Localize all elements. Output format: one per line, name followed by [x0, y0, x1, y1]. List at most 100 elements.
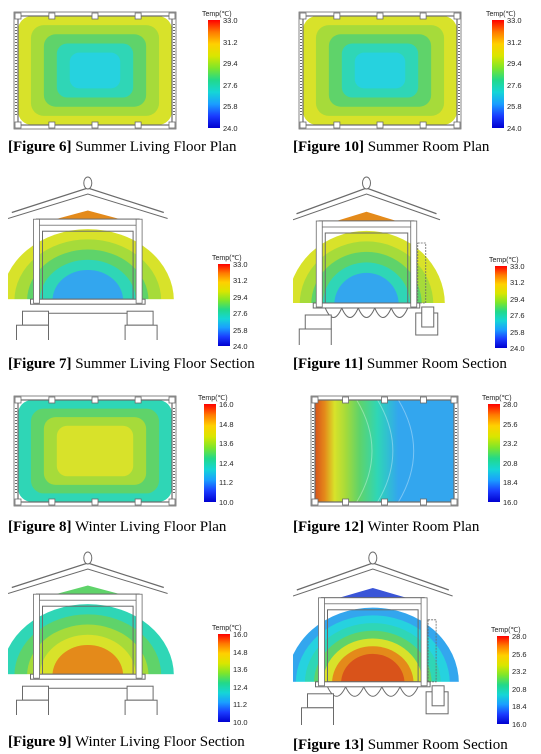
- figure-number: [Figure 7]: [8, 356, 72, 372]
- figure-number: [Figure 6]: [8, 139, 72, 155]
- colorbar-gradient: [218, 634, 230, 722]
- colorbar-tick: 24.0: [233, 342, 248, 351]
- post-marker: [48, 12, 56, 20]
- roof-ornament: [83, 551, 93, 565]
- roof-ornament: [362, 176, 371, 190]
- floor-plan-map: [295, 8, 465, 133]
- ondol-flue: [327, 686, 347, 697]
- post-marker: [91, 121, 99, 129]
- thermal-drawing: [13, 395, 177, 507]
- post-marker: [453, 12, 461, 20]
- foundation-stone: [126, 310, 154, 326]
- colorbar: Temp(℃) 28.0 25.6 23.2 20.8 18.4 16.0: [482, 394, 528, 512]
- foundation-stone: [126, 685, 154, 701]
- colorbar-tick: 31.2: [507, 37, 522, 47]
- thermal-drawing: [293, 551, 483, 725]
- post-marker: [134, 396, 142, 404]
- figure-number: [Figure 9]: [8, 734, 72, 750]
- figure-caption: [Figure 13] Summer Room Section: [293, 737, 508, 754]
- foundation-stone: [16, 324, 49, 340]
- floor-plan-map: [10, 8, 180, 133]
- contour-band: [354, 52, 406, 89]
- colorbar-gradient: [495, 266, 507, 348]
- ondol-flue: [341, 307, 359, 318]
- colorbar-gradient: [208, 20, 220, 128]
- colorbar-gradient: [497, 636, 509, 724]
- figure-title: Summer Room Section: [367, 737, 508, 753]
- colorbar-tick: 24.0: [510, 344, 525, 353]
- colorbar-tick: 18.4: [512, 702, 527, 712]
- colorbar-tick: 25.6: [512, 649, 527, 659]
- colorbar-tick: 12.4: [233, 682, 248, 692]
- figure-title: Winter Living Floor Plan: [74, 519, 227, 535]
- colorbar: Temp(℃) 33.0 31.2 29.4 27.6 25.8 24.0: [489, 256, 535, 358]
- colorbar: Temp(℃) 33.0 31.2 29.4 27.6 25.8 24.0: [486, 10, 532, 138]
- colorbar-title: Temp(℃): [482, 395, 512, 402]
- figure-caption: [Figure 11] Summer Room Section: [293, 356, 507, 373]
- post-marker: [342, 498, 349, 506]
- thermal-drawing: [298, 11, 462, 130]
- post-marker: [168, 12, 176, 20]
- post-marker: [14, 121, 22, 129]
- colorbar-tick: 29.4: [510, 294, 525, 304]
- colorbar-tick: 10.0: [219, 498, 234, 507]
- floor-plan-map: [10, 392, 180, 510]
- colorbar-tick: 25.8: [233, 325, 248, 335]
- colorbar-tick: 20.8: [512, 684, 527, 694]
- figure-number: [Figure 11]: [293, 356, 364, 372]
- section-map: [8, 170, 198, 340]
- post-marker: [333, 121, 341, 129]
- ondol-flue: [390, 307, 409, 318]
- foundation-stone: [304, 314, 332, 330]
- colorbar-tick: 27.6: [510, 311, 525, 321]
- post: [318, 597, 325, 687]
- colorbar-tick: 23.2: [512, 667, 527, 677]
- post-marker: [134, 498, 142, 506]
- thermal-drawing: [293, 176, 468, 345]
- colorbar-tick: 29.4: [223, 59, 238, 69]
- floor-plan-map: [307, 392, 462, 510]
- colorbar-tick: 25.6: [503, 419, 518, 429]
- figure-title: Summer Living Floor Plan: [75, 139, 237, 155]
- post: [135, 593, 143, 679]
- figure-caption: [Figure 8] Winter Living Floor Plan: [8, 519, 226, 536]
- colorbar-tick: 27.6: [233, 309, 248, 319]
- colorbar-tick: 20.8: [503, 458, 518, 468]
- colorbar-tick: 14.8: [233, 647, 248, 657]
- colorbar-tick: 33.0: [510, 262, 525, 271]
- figure-number: [Figure 10]: [293, 139, 364, 155]
- figure-title: Summer Room Section: [366, 356, 507, 372]
- post: [135, 218, 143, 304]
- figure-title: Summer Living Floor Section: [75, 356, 255, 372]
- colorbar-tick: 28.0: [512, 632, 527, 641]
- post-marker: [168, 396, 176, 404]
- post-marker: [91, 498, 99, 506]
- colorbar-tick: 16.0: [503, 498, 518, 507]
- colorbar-tick: 29.4: [507, 59, 522, 69]
- post-marker: [168, 121, 176, 129]
- roof-ornament: [83, 176, 93, 190]
- section-map: [293, 170, 468, 345]
- post-marker: [14, 12, 22, 20]
- post-marker: [48, 396, 56, 404]
- foundation-stone: [22, 685, 49, 701]
- figure-title: Winter Room Plan: [367, 519, 480, 535]
- figure-caption: [Figure 12] Winter Room Plan: [293, 519, 479, 536]
- colorbar: Temp(℃) 16.0 14.8 13.6 12.4 11.2 10.0: [198, 394, 244, 512]
- post: [410, 220, 418, 308]
- thermal-drawing: [310, 395, 459, 507]
- post-marker: [376, 12, 384, 20]
- post: [315, 220, 323, 308]
- colorbar-tick: 27.6: [223, 80, 238, 90]
- colorbar-tick: 29.4: [233, 292, 248, 302]
- colorbar-tick: 31.2: [510, 278, 525, 288]
- colorbar-tick: 27.6: [507, 80, 522, 90]
- colorbar: Temp(℃) 33.0 31.2 29.4 27.6 25.8 24.0: [202, 10, 248, 138]
- post-marker: [48, 498, 56, 506]
- post-marker: [14, 498, 22, 506]
- post-marker: [134, 121, 142, 129]
- colorbar-title: Temp(℃): [212, 255, 242, 262]
- post-marker: [381, 396, 388, 404]
- colorbar-tick: 25.8: [510, 327, 525, 337]
- colorbar-tick: 31.2: [233, 276, 248, 286]
